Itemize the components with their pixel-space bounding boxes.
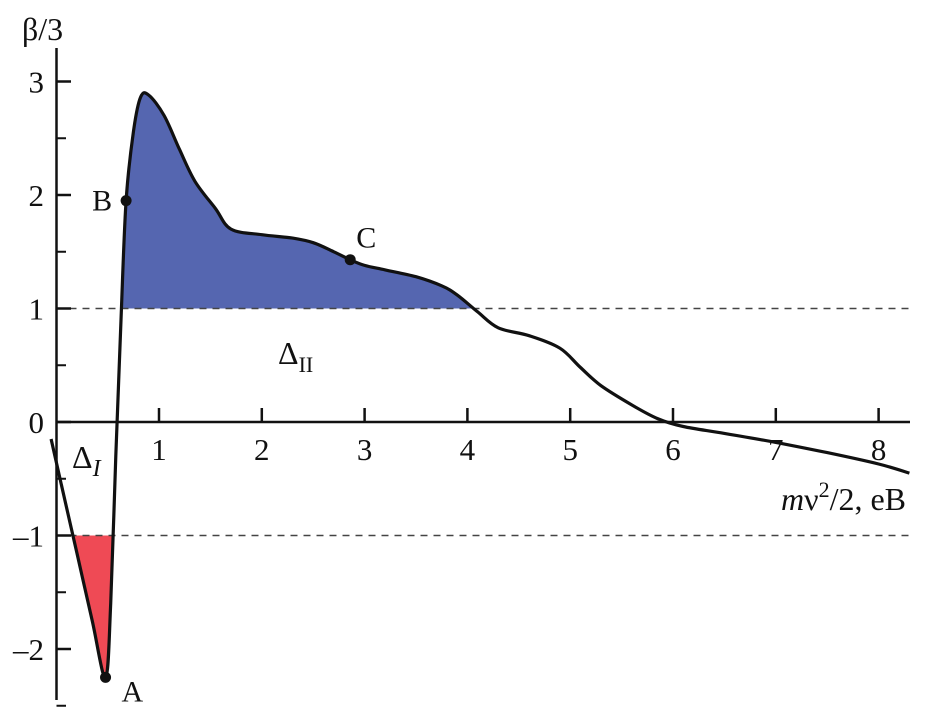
region-label-delta-I-sub: I	[92, 456, 102, 482]
x-axis-label-nu: ν	[804, 481, 818, 517]
x-tick-label: 5	[562, 432, 578, 467]
x-tick-label: 1	[151, 432, 167, 467]
y-axis-label: β/3	[22, 11, 63, 47]
y-tick-label: 1	[29, 292, 45, 327]
data-curve	[49, 91, 910, 680]
x-axis-label-m: m	[781, 481, 804, 517]
region-label-delta-II-main: Δ	[278, 335, 299, 371]
y-tick-label: –1	[12, 519, 44, 554]
point-label-b: B	[92, 185, 112, 218]
x-axis-label: mν2/2, eB	[781, 477, 906, 517]
y-tick-label: 0	[29, 405, 45, 440]
point-b	[120, 195, 132, 207]
x-axis-label-tail: /2, eB	[830, 481, 906, 517]
shaded-regions	[56, 92, 910, 678]
region-label-delta-I: ΔI	[72, 439, 102, 482]
x-tick-label: 8	[871, 432, 887, 467]
point-c	[344, 254, 356, 266]
region-label-delta-I-main: Δ	[72, 439, 93, 475]
curve	[49, 91, 910, 680]
x-tick-label: 2	[254, 432, 270, 467]
y-tick-label: 2	[29, 178, 45, 213]
x-tick-label: 4	[460, 432, 476, 467]
ticks: 3 2 1 0 –1 –2 1 2 3 4 5 6 7 8	[12, 65, 887, 707]
point-a	[100, 671, 112, 683]
y-tick-label: 3	[29, 65, 45, 100]
region-delta-II	[56, 92, 910, 309]
x-tick-label: 7	[768, 432, 784, 467]
axes	[55, 48, 910, 700]
point-label-a: A	[122, 675, 144, 708]
marked-points: A B C	[92, 185, 376, 709]
x-axis-label-sup: 2	[819, 477, 830, 502]
region-label-delta-II: ΔII	[278, 335, 313, 377]
x-tick-label: 3	[357, 432, 373, 467]
y-tick-label: –2	[12, 632, 44, 667]
x-tick-label: 6	[665, 432, 681, 467]
point-label-c: C	[356, 222, 376, 255]
region-label-delta-II-sub: II	[299, 352, 314, 377]
